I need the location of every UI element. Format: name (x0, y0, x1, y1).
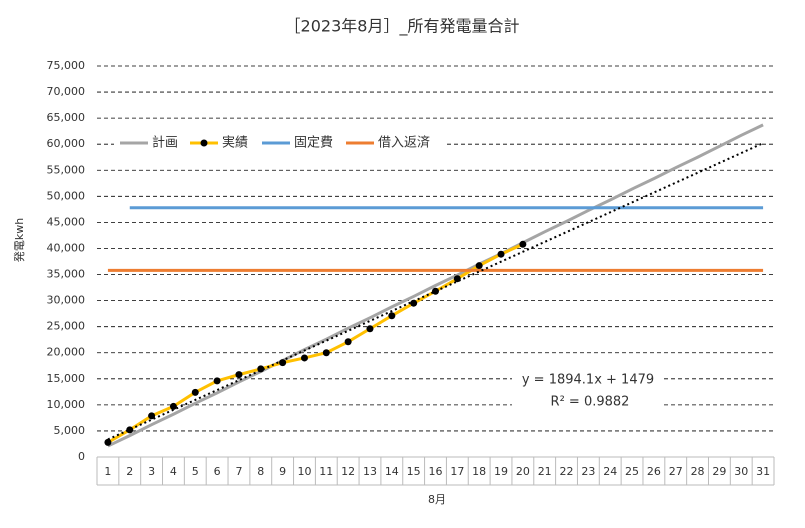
data-point (410, 299, 418, 307)
x-tick-label: 13 (363, 465, 377, 478)
y-tick-label: 65,000 (47, 111, 86, 124)
data-point (279, 359, 287, 367)
y-axis-label: 発電kwh (12, 218, 26, 262)
y-tick-label: 0 (78, 450, 85, 463)
y-tick-label: 60,000 (47, 137, 86, 150)
x-tick-label: 30 (734, 465, 748, 478)
x-tick-label: 9 (279, 465, 286, 478)
x-tick-label: 1 (104, 465, 111, 478)
x-tick-label: 7 (235, 465, 242, 478)
data-point (104, 438, 112, 446)
y-tick-label: 70,000 (47, 85, 86, 98)
x-tick-label: 14 (385, 465, 399, 478)
x-tick-label: 4 (170, 465, 177, 478)
data-point (322, 349, 330, 357)
x-tick-label: 11 (319, 465, 333, 478)
x-tick-label: 3 (148, 465, 155, 478)
data-point (235, 371, 243, 379)
data-point (191, 388, 199, 396)
x-tick-label: 19 (494, 465, 508, 478)
x-tick-label: 17 (450, 465, 464, 478)
x-tick-label: 24 (603, 465, 617, 478)
y-tick-label: 5,000 (54, 424, 86, 437)
x-tick-label: 25 (625, 465, 639, 478)
y-tick-label: 45,000 (47, 215, 86, 228)
x-tick-label: 5 (192, 465, 199, 478)
x-tick-label: 22 (560, 465, 574, 478)
x-tick-label: 16 (429, 465, 443, 478)
legend-label: 固定費 (294, 136, 333, 151)
series-line (107, 242, 524, 444)
legend-marker (200, 139, 208, 147)
legend-label: 実績 (222, 135, 248, 151)
y-tick-label: 10,000 (47, 398, 86, 411)
data-point (148, 412, 156, 420)
y-tick-label: 55,000 (47, 163, 86, 176)
data-point (366, 325, 374, 333)
data-point (169, 402, 177, 410)
legend-label: 計画 (152, 135, 178, 151)
x-tick-label: 21 (538, 465, 552, 478)
y-tick-label: 75,000 (47, 59, 86, 72)
data-point (300, 354, 308, 362)
y-tick-label: 30,000 (47, 294, 86, 307)
y-tick-label: 20,000 (47, 346, 86, 359)
data-point (497, 250, 505, 258)
x-tick-label: 23 (581, 465, 595, 478)
x-tick-label: 15 (407, 465, 421, 478)
x-tick-label: 2 (126, 465, 133, 478)
legend-label: 借入返済 (378, 135, 430, 151)
x-tick-label: 27 (669, 465, 683, 478)
x-tick-label: 26 (647, 465, 661, 478)
x-tick-label: 28 (691, 465, 705, 478)
y-tick-label: 25,000 (47, 320, 86, 333)
x-tick-label: 29 (712, 465, 726, 478)
x-axis-label: 8月 (428, 493, 446, 506)
data-point (475, 262, 483, 270)
x-tick-label: 10 (297, 465, 311, 478)
series-line (107, 123, 764, 448)
data-point (344, 338, 352, 346)
trendline-annotation: y = 1894.1x + 1479 (522, 373, 654, 388)
x-tick-label: 20 (516, 465, 530, 478)
x-tick-label: 8 (257, 465, 264, 478)
y-tick-label: 35,000 (47, 268, 86, 281)
x-tick-label: 31 (756, 465, 770, 478)
data-point (213, 377, 221, 385)
y-tick-label: 40,000 (47, 241, 86, 254)
x-tick-label: 6 (214, 465, 221, 478)
x-tick-label: 12 (341, 465, 355, 478)
data-point (519, 240, 527, 248)
chart-title: ［2023年8月］_所有発電量合計 (285, 17, 520, 37)
trendline-annotation: R² = 0.9882 (551, 395, 630, 410)
y-tick-label: 50,000 (47, 189, 86, 202)
data-point (388, 312, 396, 320)
annotation-box (512, 368, 662, 412)
y-tick-label: 15,000 (47, 372, 86, 385)
x-tick-label: 18 (472, 465, 486, 478)
